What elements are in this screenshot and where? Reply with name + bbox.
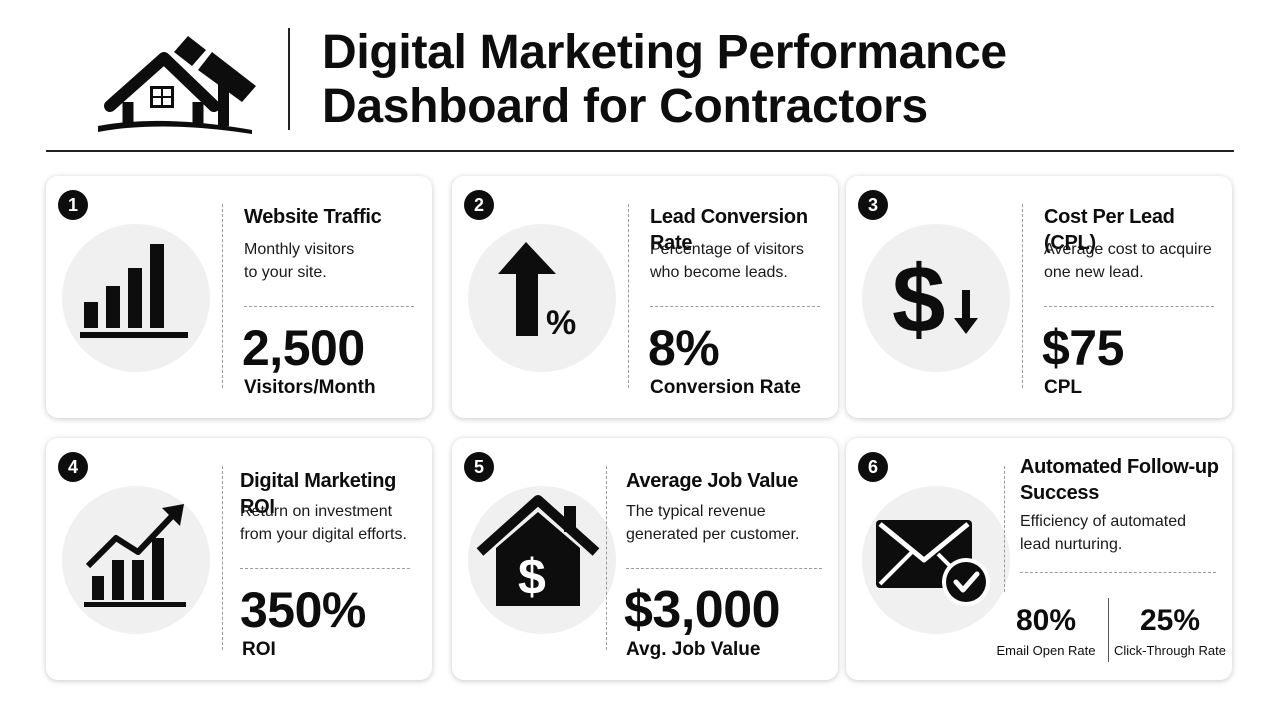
card-number-badge: 1	[58, 190, 88, 220]
card-description: Return on investment from your digital ef…	[240, 503, 407, 543]
svg-text:%: %	[546, 304, 576, 342]
metric-value: 8%	[648, 320, 720, 376]
metric-unit: CPL	[1044, 377, 1082, 398]
growth-chart-icon	[84, 504, 186, 607]
card-lead-conversion[interactable]: 2 % Lead Conversion Rate Percentage of v…	[452, 176, 838, 418]
card-number-badge: 4	[58, 452, 88, 482]
metric-unit: Conversion Rate	[650, 377, 801, 398]
icon-background	[862, 224, 1010, 372]
card-separator	[650, 306, 820, 307]
svg-text:$: $	[892, 246, 945, 353]
card-separator	[1020, 572, 1216, 573]
card-number-badge: 3	[858, 190, 888, 220]
header-rule	[46, 150, 1234, 152]
envelope-check-icon	[876, 520, 990, 606]
header: Digital Marketing Performance Dashboard …	[0, 0, 1280, 152]
card-description: Efficiency of automated lead nurturing.	[1020, 513, 1187, 553]
arrow-up-percent-icon: %	[498, 242, 576, 342]
card-description: Average cost to acquire one new lead.	[1044, 241, 1212, 281]
svg-text:$: $	[518, 549, 546, 605]
metric-value-email-open: 80%	[1015, 604, 1077, 637]
card-number-badge: 2	[464, 190, 494, 220]
house-hammer-icon	[98, 36, 256, 134]
metric-unit: Visitors/Month	[244, 377, 376, 398]
card-divider	[1004, 466, 1005, 592]
metric-value: 2,500	[242, 320, 365, 376]
bar-chart-icon	[80, 244, 188, 338]
card-marketing-roi[interactable]: 4 Digital Marketing ROI Return on invest…	[46, 438, 432, 680]
card-separator	[240, 568, 410, 569]
card-cost-per-lead[interactable]: 3 $ Cost Per Lead (CPL) Average cost to …	[846, 176, 1232, 418]
card-title: Lead Conversion Rate	[650, 206, 808, 254]
card-title: Digital Marketing ROI	[240, 470, 397, 518]
card-description: Percentage of visitors who become leads.	[650, 241, 804, 281]
card-title: Cost Per Lead (CPL)	[1044, 206, 1175, 254]
card-description: Monthly visitors to your site.	[244, 241, 355, 281]
card-number-badge: 5	[464, 452, 494, 482]
dollar-down-icon: $	[892, 246, 978, 353]
icon-background	[468, 224, 616, 372]
card-average-job-value[interactable]: 5 $ Average Job Value The typical revenu…	[452, 438, 838, 680]
card-divider	[606, 466, 607, 650]
metric-unit: Avg. Job Value	[626, 639, 761, 660]
metric-value: $3,000	[624, 581, 781, 639]
card-number-badge: 6	[858, 452, 888, 482]
metric-value-click-through: 25%	[1139, 604, 1201, 637]
metric-label-email-open: Email Open Rate	[996, 643, 1096, 658]
metric-unit: ROI	[242, 639, 276, 660]
card-description: The typical revenue generated per custome…	[626, 503, 800, 543]
card-divider	[628, 204, 629, 388]
metric-label-click-through: Click-Through Rate	[1114, 643, 1226, 658]
page-title: Digital Marketing Performance Dashboard …	[322, 26, 1007, 133]
metric-value: $75	[1042, 320, 1124, 376]
card-separator	[626, 568, 822, 569]
metric-split-divider	[1108, 598, 1109, 662]
card-separator	[244, 306, 414, 307]
card-divider	[222, 466, 223, 650]
card-divider	[1022, 204, 1023, 388]
card-title: Automated Follow-up Success	[1020, 456, 1219, 504]
house-dollar-icon: $	[476, 495, 600, 606]
metric-value: 350%	[240, 582, 366, 638]
card-title: Website Traffic	[244, 206, 382, 228]
card-divider	[222, 204, 223, 388]
card-title: Average Job Value	[626, 470, 799, 492]
card-website-traffic[interactable]: 1 Website Traffic Monthly visitors to you…	[46, 176, 432, 418]
header-divider	[288, 28, 290, 130]
card-automated-follow-up[interactable]: 6 Automated Follow-up Success Efficiency …	[846, 438, 1232, 680]
card-separator	[1044, 306, 1214, 307]
